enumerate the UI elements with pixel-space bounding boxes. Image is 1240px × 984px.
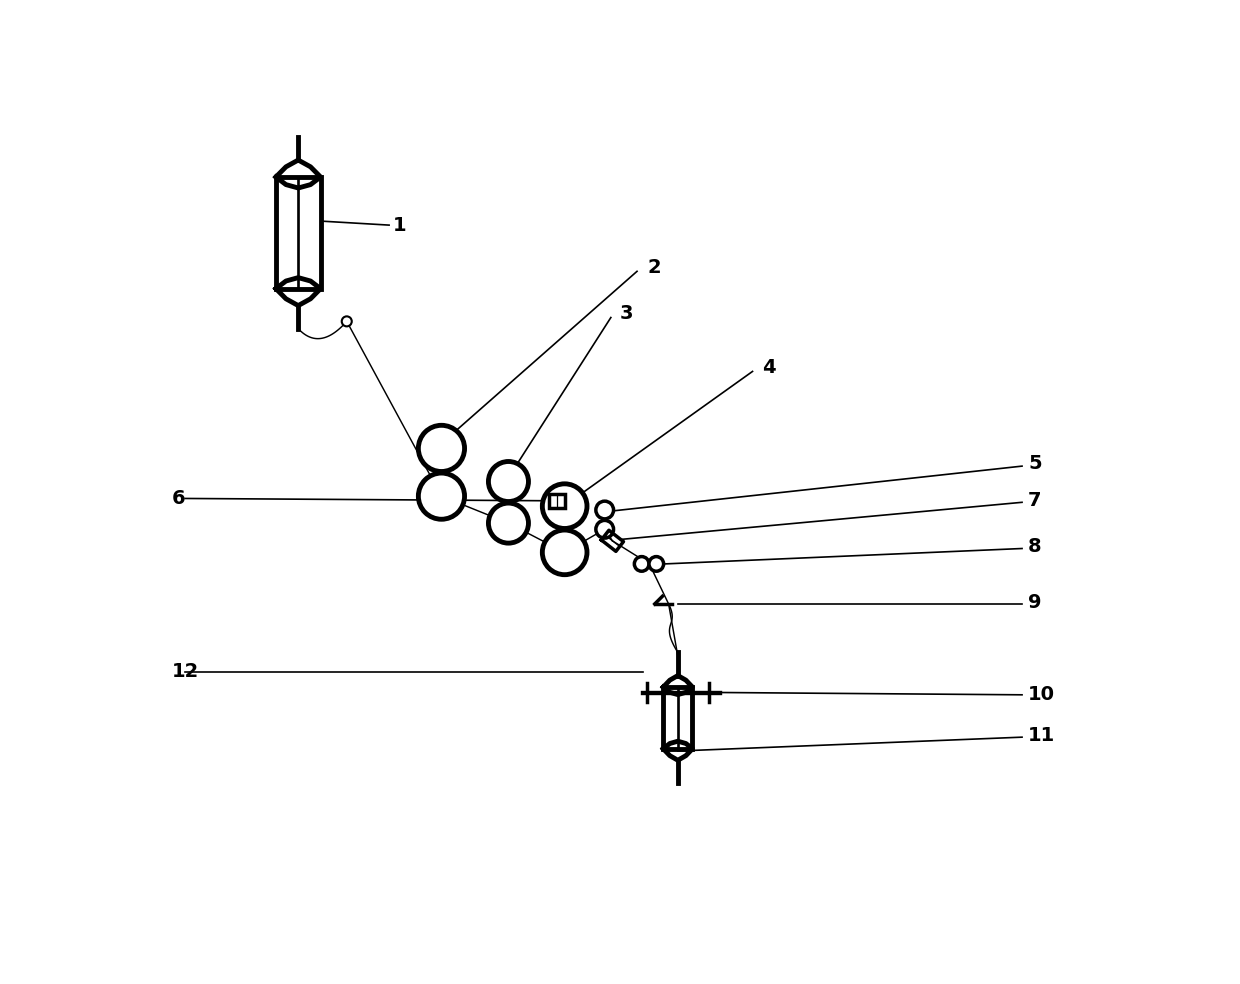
Circle shape: [489, 503, 528, 543]
Circle shape: [635, 557, 649, 572]
Text: 7: 7: [1028, 491, 1042, 511]
Text: 11: 11: [1028, 726, 1055, 745]
Text: 1: 1: [393, 215, 407, 234]
Circle shape: [542, 484, 587, 528]
Circle shape: [596, 521, 614, 538]
Text: 9: 9: [1028, 593, 1042, 612]
Text: 10: 10: [1028, 685, 1055, 705]
Text: 4: 4: [763, 358, 776, 377]
Circle shape: [418, 425, 465, 471]
Circle shape: [418, 473, 465, 520]
Bar: [549, 494, 564, 508]
Circle shape: [596, 501, 614, 519]
Circle shape: [342, 316, 352, 327]
Text: 6: 6: [172, 489, 186, 508]
Bar: [277, 177, 321, 288]
Text: 2: 2: [647, 258, 661, 277]
Text: 8: 8: [1028, 537, 1042, 557]
Circle shape: [649, 557, 663, 572]
Text: 12: 12: [172, 662, 200, 681]
Circle shape: [542, 530, 587, 575]
Text: 3: 3: [620, 304, 634, 323]
Circle shape: [489, 461, 528, 502]
Bar: [663, 687, 692, 749]
Text: 5: 5: [1028, 455, 1042, 473]
